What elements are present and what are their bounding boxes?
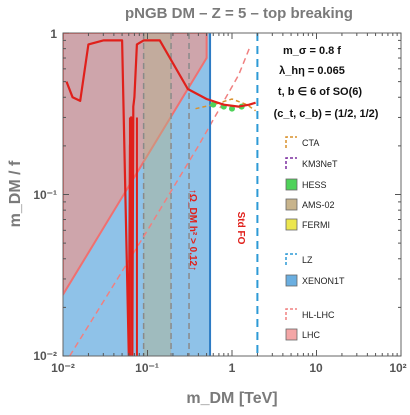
legend-swatch-hess (285, 178, 298, 191)
legend: CTA KM3NeT HESS AMS-02 FERMI LZ XENON1T … (285, 136, 345, 341)
x-tick-label-1: 10⁻² (51, 361, 75, 375)
param-1: m_σ = 0.8 f (283, 45, 341, 57)
relic-annotation: ↑Ω_DM h² > 0.12↑ (187, 189, 198, 271)
legend-label-3: HESS (302, 180, 327, 190)
legend-label-8: HL-LHC (302, 310, 335, 320)
freeze-out-annotation: Std FO (235, 212, 246, 245)
legend-label-6: LZ (302, 255, 313, 265)
legend-swatch-cta (285, 136, 297, 148)
legend-swatch-km3net (285, 157, 297, 169)
plot-area (63, 33, 259, 356)
legend-swatch-xenon1t (285, 274, 298, 287)
legend-label-5: FERMI (302, 220, 330, 230)
legend-swatch-ams-02 (285, 198, 298, 211)
hess-point (229, 105, 235, 112)
x-tick-label-4: 10 (309, 361, 323, 375)
legend-swatch-fermi (285, 218, 298, 231)
param-4: (c_t, c_b) = (1/2, 1/2) (274, 108, 379, 120)
legend-label-4: AMS-02 (302, 200, 335, 210)
chart-title: pNGB DM – Z = 5 – top breaking (125, 5, 353, 22)
legend-swatch-lz (285, 253, 297, 265)
legend-label-9: LHC (302, 330, 321, 340)
series-ams02 (143, 33, 172, 356)
y-tick-label-2: 10⁻¹ (33, 188, 57, 202)
legend-label-1: CTA (302, 138, 319, 148)
legend-label-7: XENON1T (302, 276, 345, 286)
legend-swatch-hl-lhc (285, 308, 297, 320)
axis-ticks (62, 32, 402, 357)
y-axis-label: m_DM / f (7, 160, 24, 227)
hess-point (210, 101, 217, 108)
param-3: t, b ∈ 6 of SO(6) (278, 86, 362, 98)
x-axis-label: m_DM [TeV] (186, 390, 277, 407)
legend-swatch-lhc (285, 328, 298, 341)
series-cta (195, 98, 257, 112)
legend-label-2: KM3NeT (302, 159, 338, 169)
y-tick-label-3: 1 (50, 27, 57, 41)
series-relic-abundance (65, 39, 256, 356)
x-tick-label-3: 1 (229, 361, 236, 375)
x-tick-label-5: 10² (389, 361, 406, 375)
x-tick-label-2: 10⁻¹ (135, 361, 159, 375)
y-tick-label-1: 10⁻² (33, 349, 57, 363)
param-2: λ_hη = 0.065 (279, 65, 345, 77)
